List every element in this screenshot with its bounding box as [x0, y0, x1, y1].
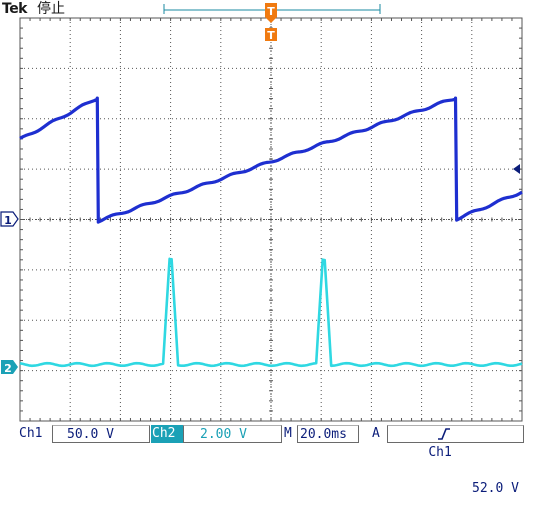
trigger-position-glyph: T	[267, 5, 275, 18]
trigger-source: Ch1	[428, 445, 452, 460]
trigger-level: 52.0 V	[472, 481, 519, 496]
ch2-scale-readout[interactable]: 2.00 V	[183, 425, 282, 443]
graticule	[19, 17, 523, 422]
trigger-readout[interactable]: Ch1 52.0 V	[387, 425, 524, 496]
ch1-label[interactable]: Ch1	[19, 426, 43, 441]
ch1-scale-readout[interactable]: 50.0 V	[52, 425, 150, 443]
ch1-ground-label: 1	[4, 214, 12, 227]
trigger-point-marker[interactable]: T	[265, 28, 277, 42]
trigger-position-marker[interactable]: T	[265, 3, 277, 23]
acquisition-status: 停止	[37, 1, 65, 17]
timebase-readout[interactable]: 20.0ms	[297, 425, 359, 443]
ch2-ground-marker[interactable]: 2	[1, 360, 18, 375]
ch2-label[interactable]: Ch2	[151, 425, 183, 443]
trigger-mode: A	[372, 426, 380, 441]
ch1-trace	[19, 96, 523, 224]
ch1-ground-marker[interactable]: 1	[0, 211, 19, 227]
trigger-point-glyph: T	[267, 29, 275, 42]
trigger-level-arrow-icon[interactable]	[513, 164, 520, 174]
oscilloscope-screen: T T 1 2	[0, 3, 523, 422]
ch2-trace	[19, 257, 523, 368]
rising-edge-icon	[438, 428, 450, 440]
ch2-ground-label: 2	[4, 362, 12, 375]
timebase-label: M	[284, 426, 292, 441]
brand-logo: Tek	[2, 1, 28, 17]
readout-bar: Ch1 50.0 V Ch2 2.00 V M 20.0ms A Ch1 52.…	[0, 424, 536, 496]
